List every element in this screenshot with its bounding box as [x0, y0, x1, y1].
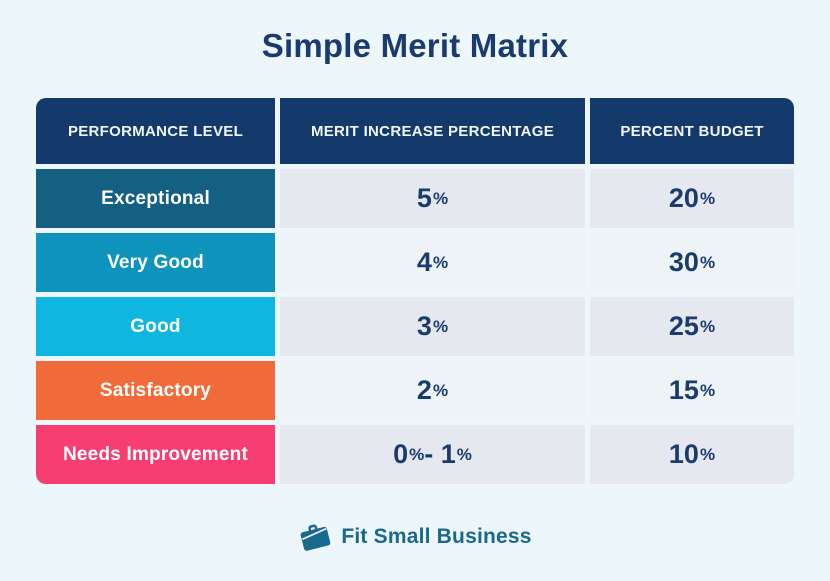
column-header-performance-level: PERFORMANCE LEVEL [36, 98, 275, 164]
row-label-needs-improvement: Needs Improvement [36, 425, 275, 484]
row-label-good: Good [36, 297, 275, 356]
merit-value-very-good: 4% [280, 233, 585, 292]
budget-value-needs-improvement: 10% [590, 425, 794, 484]
row-label-exceptional: Exceptional [36, 169, 275, 228]
briefcase-icon [297, 520, 334, 553]
column-header-percent-budget: PERCENT BUDGET [590, 98, 794, 164]
row-label-satisfactory: Satisfactory [36, 361, 275, 420]
budget-value-very-good: 30% [590, 233, 794, 292]
merit-value-satisfactory: 2% [280, 361, 585, 420]
column-header-merit-increase-percentage: MERIT INCREASE PERCENTAGE [280, 98, 585, 164]
page-title: Simple Merit Matrix [261, 27, 569, 64]
logo-text: Fit Small Business [341, 525, 532, 548]
merit-matrix-table: PERFORMANCE LEVEL MERIT INCREASE PERCENT… [36, 98, 794, 484]
merit-value-good: 3% [280, 297, 585, 356]
merit-value-exceptional: 5% [280, 169, 585, 228]
footer-logo: Fit Small Business [0, 522, 830, 552]
budget-value-exceptional: 20% [590, 169, 794, 228]
merit-value-needs-improvement: 0% - 1% [280, 425, 585, 484]
budget-value-good: 25% [590, 297, 794, 356]
budget-value-satisfactory: 15% [590, 361, 794, 420]
row-label-very-good: Very Good [36, 233, 275, 292]
